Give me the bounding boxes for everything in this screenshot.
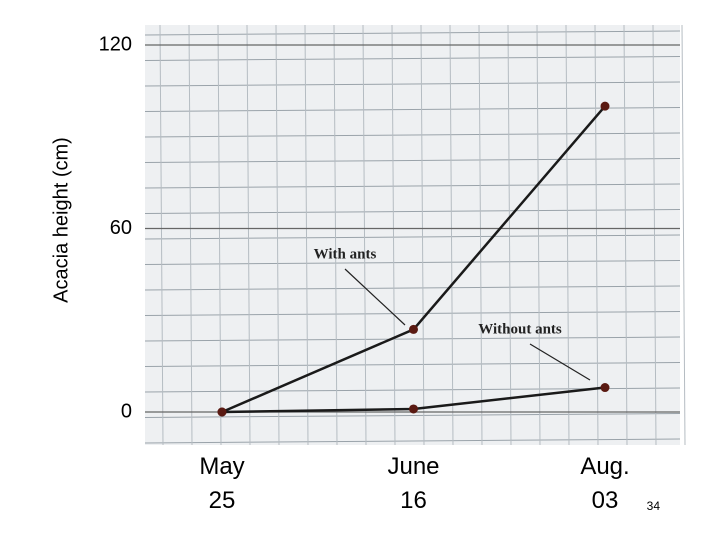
paper-line (275, 24, 280, 446)
annotation-arrow (529, 343, 591, 381)
paper-line (144, 285, 681, 291)
paper-line (449, 24, 454, 446)
paper-line (144, 413, 681, 418)
paper-line (144, 158, 681, 163)
series-annotation: Without ants (478, 321, 562, 337)
paper-line (144, 56, 681, 61)
x-tick-label: May 25 (199, 453, 244, 514)
paper-line (565, 24, 570, 446)
paper-line (478, 24, 483, 446)
series-annotation: With ants (314, 246, 377, 262)
y-tick-label: 0 (121, 400, 132, 422)
paper-line (217, 24, 222, 446)
paper-line (652, 24, 657, 446)
paper-line (362, 24, 367, 446)
y-axis-title: Acacia height (cm) (50, 137, 72, 303)
marker (217, 407, 227, 417)
marker (600, 101, 610, 111)
paper-line (144, 438, 681, 444)
paper-line (623, 24, 628, 446)
x-tick-label: June 16 (387, 453, 439, 514)
paper-line (144, 107, 681, 112)
paper-line (144, 362, 681, 367)
slide-number: 34 (647, 499, 661, 513)
paper-line (681, 24, 686, 446)
x-tick-label: Aug. 03 (580, 453, 629, 514)
paper-line (594, 24, 599, 446)
y-tick-label: 60 (110, 217, 132, 239)
paper-line (246, 24, 251, 446)
annotation-arrow (344, 268, 406, 326)
paper-line (391, 24, 396, 446)
marker (600, 383, 610, 393)
plot-background (145, 25, 680, 445)
paper-line (536, 24, 541, 446)
paper-line (333, 24, 338, 446)
y-tick-label: 120 (99, 33, 132, 55)
paper-line (144, 81, 681, 87)
marker (409, 324, 418, 334)
paper-line (144, 132, 681, 138)
paper-line (159, 24, 164, 446)
paper-line (144, 336, 681, 342)
paper-line (144, 311, 681, 316)
paper-line (144, 183, 681, 189)
paper-line (144, 209, 681, 214)
paper-line (507, 24, 512, 446)
paper-line (188, 24, 193, 446)
marker (409, 404, 418, 414)
paper-line (420, 24, 425, 446)
paper-line (144, 30, 681, 36)
paper-line (144, 260, 681, 265)
paper-line (144, 234, 681, 240)
